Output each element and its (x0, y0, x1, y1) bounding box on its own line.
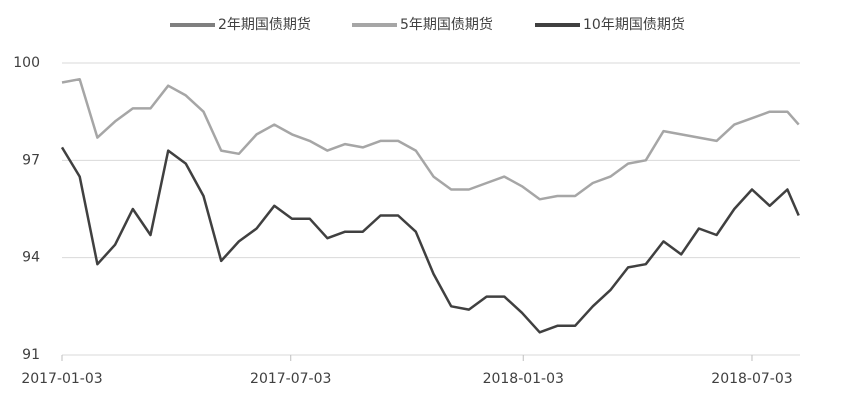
y-tick-label: 94 (22, 250, 40, 266)
y-tick-label: 100 (13, 55, 40, 71)
y-tick-label: 97 (22, 152, 40, 168)
series-line (61, 77, 800, 201)
x-tick-label: 2017-01-03 (21, 371, 102, 387)
x-tick-label: 2017-07-03 (250, 371, 331, 387)
y-tick-label: 91 (22, 347, 40, 363)
x-tick-label: 2018-01-03 (483, 371, 564, 387)
series-line (60, 146, 800, 334)
legend-label: 2年期国债期货 (218, 16, 311, 33)
x-tick-label: 2018-07-03 (711, 371, 792, 387)
legend-label: 5年期国债期货 (400, 16, 493, 33)
legend-label: 10年期国债期货 (583, 16, 685, 33)
